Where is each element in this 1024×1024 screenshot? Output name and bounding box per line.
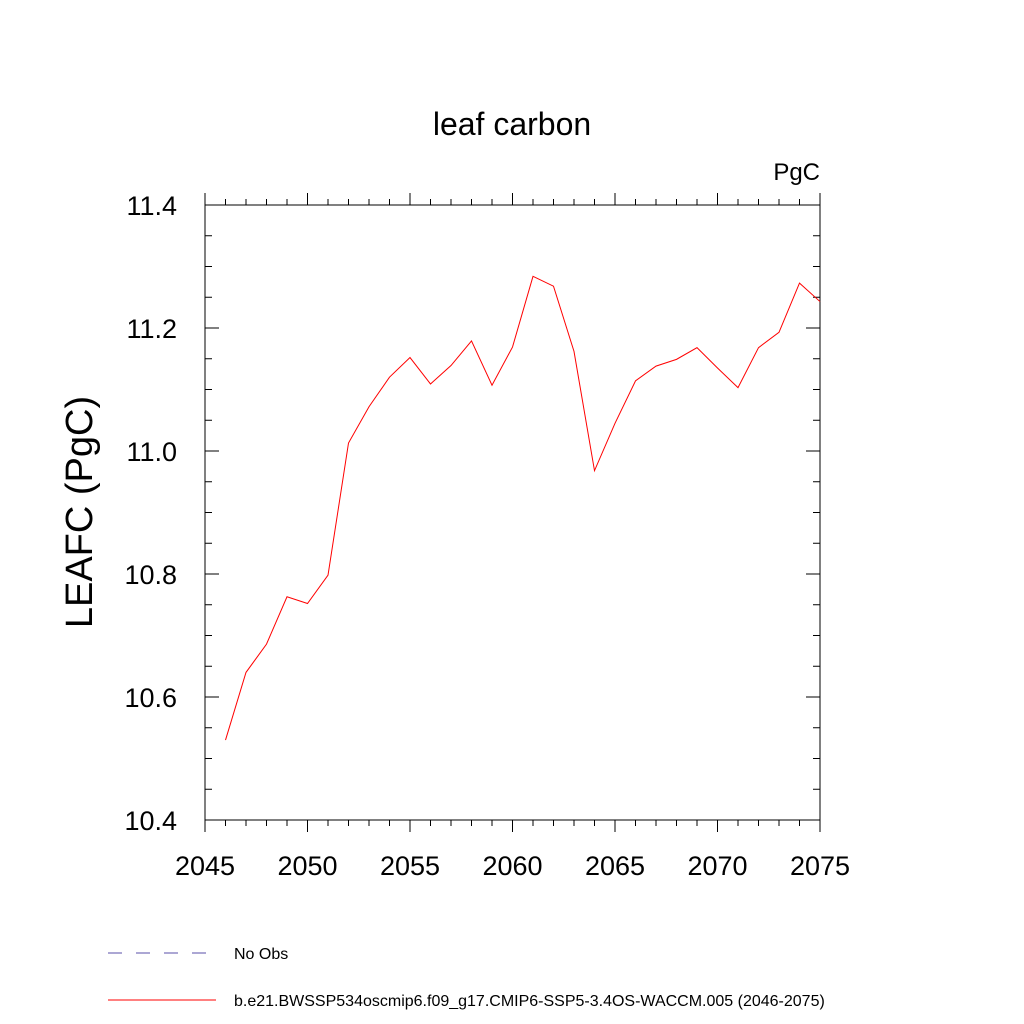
x-tick-label: 2050 <box>277 851 337 881</box>
x-tick-label: 2055 <box>380 851 440 881</box>
legend-label-no-obs: No Obs <box>234 946 288 963</box>
units-label: PgC <box>773 159 820 186</box>
series-line-1 <box>225 275 821 741</box>
plot-frame <box>204 204 821 821</box>
y-tick-label: 10.4 <box>124 806 177 836</box>
y-tick-label: 10.8 <box>124 560 177 590</box>
y-tick-label: 11.0 <box>126 437 177 467</box>
y-tick-label: 11.2 <box>126 314 177 344</box>
y-tick-label: 10.6 <box>124 683 177 713</box>
x-tick-label: 2070 <box>687 851 747 881</box>
legend-label-model: b.e21.BWSSP534oscmip6.f09_g17.CMIP6-SSP5… <box>234 993 825 1010</box>
axis-ticks <box>204 193 821 832</box>
x-tick-label: 2065 <box>585 851 645 881</box>
x-tick-label: 2045 <box>175 851 235 881</box>
axis-tick-labels: 2045 2050 2055 2060 2065 2070 2075 10.4 10.6 10.8… <box>124 191 850 881</box>
chart-title: leaf carbon <box>433 106 591 142</box>
x-tick-label: 2060 <box>482 851 542 881</box>
series-layer <box>225 275 821 741</box>
y-axis-label: LEAFC (PgC) <box>59 396 101 628</box>
x-tick-label: 2075 <box>790 851 850 881</box>
legend: No Obs b.e21.BWSSP534oscmip6.f09_g17.CMI… <box>108 946 825 1010</box>
y-tick-label: 11.4 <box>126 191 177 221</box>
